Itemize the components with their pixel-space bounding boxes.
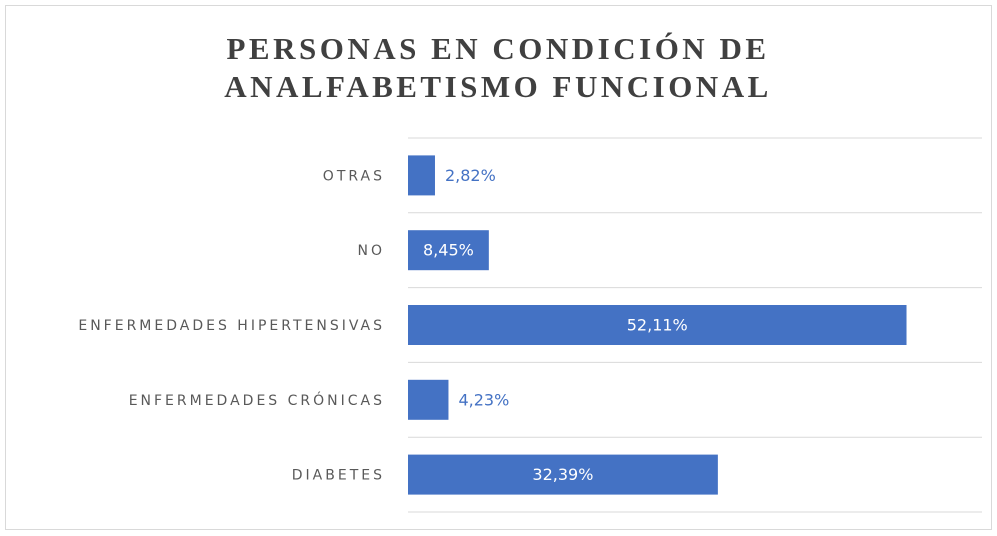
- bar: [408, 379, 449, 420]
- bar: [408, 155, 435, 196]
- chart-border: [5, 5, 992, 530]
- y-tick-label: ENFERMEDADES CRÓNICAS: [129, 391, 385, 409]
- data-label: 8,45%: [423, 241, 474, 260]
- data-label: 2,82%: [445, 166, 496, 185]
- y-tick-label: DIABETES: [292, 468, 385, 484]
- y-tick-label: ENFERMEDADES HIPERTENSIVAS: [78, 318, 385, 334]
- bar: [408, 230, 489, 271]
- y-tick-label: NO: [358, 243, 386, 259]
- data-label: 32,39%: [532, 465, 593, 484]
- y-tick-label: OTRAS: [323, 168, 385, 184]
- bar: [408, 454, 718, 495]
- data-label: 52,11%: [627, 316, 688, 335]
- bar: [408, 305, 907, 345]
- chart-title: PERSONAS EN CONDICIÓN DE ANALFABETISMO F…: [224, 31, 772, 104]
- data-label: 4,23%: [458, 390, 509, 409]
